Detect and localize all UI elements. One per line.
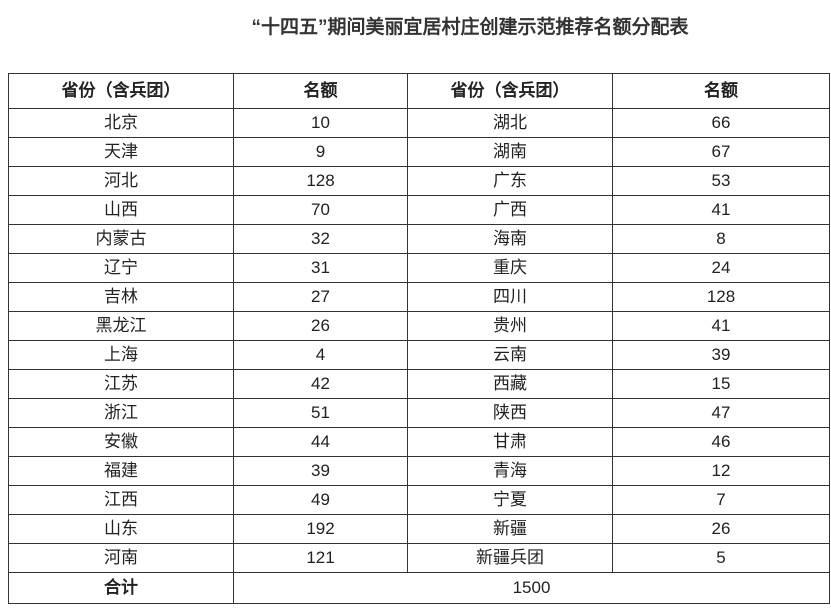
table-cell: 12 xyxy=(612,456,830,486)
table-cell: 41 xyxy=(612,195,830,225)
table-cell: 广东 xyxy=(407,166,613,196)
table-row: 上海 4 云南 39 xyxy=(8,340,830,370)
table-row: 天津 9 湖南 67 xyxy=(8,137,830,167)
table-cell: 江西 xyxy=(8,485,234,515)
header-cell: 省份（含兵团） xyxy=(8,73,234,109)
table-cell: 46 xyxy=(612,427,830,457)
total-row: 合计 1500 xyxy=(8,572,830,604)
table-cell: 浙江 xyxy=(8,398,234,428)
table-cell: 26 xyxy=(612,514,830,544)
quota-table: 省份（含兵团） 名额 省份（含兵团） 名额 北京 10 湖北 66 天津 9 湖南 67 河北 128 广… xyxy=(8,73,830,604)
table-cell: 128 xyxy=(612,282,830,312)
table-cell: 24 xyxy=(612,253,830,283)
table-cell: 32 xyxy=(233,224,408,254)
table-cell: 15 xyxy=(612,369,830,399)
title: “十四五”期间美丽宜居村庄创建示范推荐名额分配表 xyxy=(251,17,689,38)
total-label: 合计 xyxy=(8,572,234,604)
table-cell: 河南 xyxy=(8,543,234,573)
table-cell: 49 xyxy=(233,485,408,515)
table-cell: 10 xyxy=(233,108,408,138)
table-cell: 湖南 xyxy=(407,137,613,167)
table-cell: 福建 xyxy=(8,456,234,486)
table-row: 吉林 27 四川 128 xyxy=(8,282,830,312)
table-cell: 西藏 xyxy=(407,369,613,399)
table-cell: 新疆 xyxy=(407,514,613,544)
table-cell: 吉林 xyxy=(8,282,234,312)
table-cell: 8 xyxy=(612,224,830,254)
table-cell: 江苏 xyxy=(8,369,234,399)
table-row: 北京 10 湖北 66 xyxy=(8,108,830,138)
total-value: 1500 xyxy=(233,572,830,604)
table-cell: 66 xyxy=(612,108,830,138)
table-cell: 47 xyxy=(612,398,830,428)
table-cell: 4 xyxy=(233,340,408,370)
table-row: 江西 49 宁夏 7 xyxy=(8,485,830,515)
table-cell: 44 xyxy=(233,427,408,457)
table-cell: 甘肃 xyxy=(407,427,613,457)
table-cell: 辽宁 xyxy=(8,253,234,283)
table-cell: 53 xyxy=(612,166,830,196)
table-row: 安徽 44 甘肃 46 xyxy=(8,427,830,457)
header-row: 省份（含兵团） 名额 省份（含兵团） 名额 xyxy=(8,73,830,109)
table-cell: 128 xyxy=(233,166,408,196)
table-cell: 重庆 xyxy=(407,253,613,283)
table-cell: 70 xyxy=(233,195,408,225)
table-cell: 河北 xyxy=(8,166,234,196)
table-cell: 贵州 xyxy=(407,311,613,341)
table-cell: 陕西 xyxy=(407,398,613,428)
table-cell: 北京 xyxy=(8,108,234,138)
table-cell: 7 xyxy=(612,485,830,515)
table-cell: 39 xyxy=(612,340,830,370)
table-cell: 安徽 xyxy=(8,427,234,457)
table-cell: 黑龙江 xyxy=(8,311,234,341)
table-row: 黑龙江 26 贵州 41 xyxy=(8,311,830,341)
table-row: 浙江 51 陕西 47 xyxy=(8,398,830,428)
table-cell: 青海 xyxy=(407,456,613,486)
table-cell: 上海 xyxy=(8,340,234,370)
table-cell: 27 xyxy=(233,282,408,312)
table-cell: 海南 xyxy=(407,224,613,254)
table-cell: 51 xyxy=(233,398,408,428)
table-row: 山东 192 新疆 26 xyxy=(8,514,830,544)
table-body: 北京 10 湖北 66 天津 9 湖南 67 河北 128 广东 53 山西 70 广西 41 内蒙古 32 海南 8… xyxy=(8,108,830,604)
table-cell: 云南 xyxy=(407,340,613,370)
table-cell: 宁夏 xyxy=(407,485,613,515)
table-cell: 山西 xyxy=(8,195,234,225)
table-cell: 121 xyxy=(233,543,408,573)
table-cell: 湖北 xyxy=(407,108,613,138)
table-cell: 广西 xyxy=(407,195,613,225)
table-cell: 67 xyxy=(612,137,830,167)
table-cell: 5 xyxy=(612,543,830,573)
table-cell: 39 xyxy=(233,456,408,486)
table-row: 内蒙古 32 海南 8 xyxy=(8,224,830,254)
table-cell: 41 xyxy=(612,311,830,341)
table-cell: 42 xyxy=(233,369,408,399)
table-cell: 新疆兵团 xyxy=(407,543,613,573)
table-cell: 内蒙古 xyxy=(8,224,234,254)
table-cell: 26 xyxy=(233,311,408,341)
table-row: 河南 121 新疆兵团 5 xyxy=(8,543,830,573)
table-cell: 9 xyxy=(233,137,408,167)
table-cell: 山东 xyxy=(8,514,234,544)
table-row: 辽宁 31 重庆 24 xyxy=(8,253,830,283)
table-cell: 31 xyxy=(233,253,408,283)
header-cell: 名额 xyxy=(233,73,408,109)
table-row: 河北 128 广东 53 xyxy=(8,166,830,196)
header-cell: 名额 xyxy=(612,73,830,109)
table-row: 江苏 42 西藏 15 xyxy=(8,369,830,399)
table-row: 福建 39 青海 12 xyxy=(8,456,830,486)
table-cell: 天津 xyxy=(8,137,234,167)
table-cell: 四川 xyxy=(407,282,613,312)
table-cell: 192 xyxy=(233,514,408,544)
table-row: 山西 70 广西 41 xyxy=(8,195,830,225)
header-cell: 省份（含兵团） xyxy=(407,73,613,109)
